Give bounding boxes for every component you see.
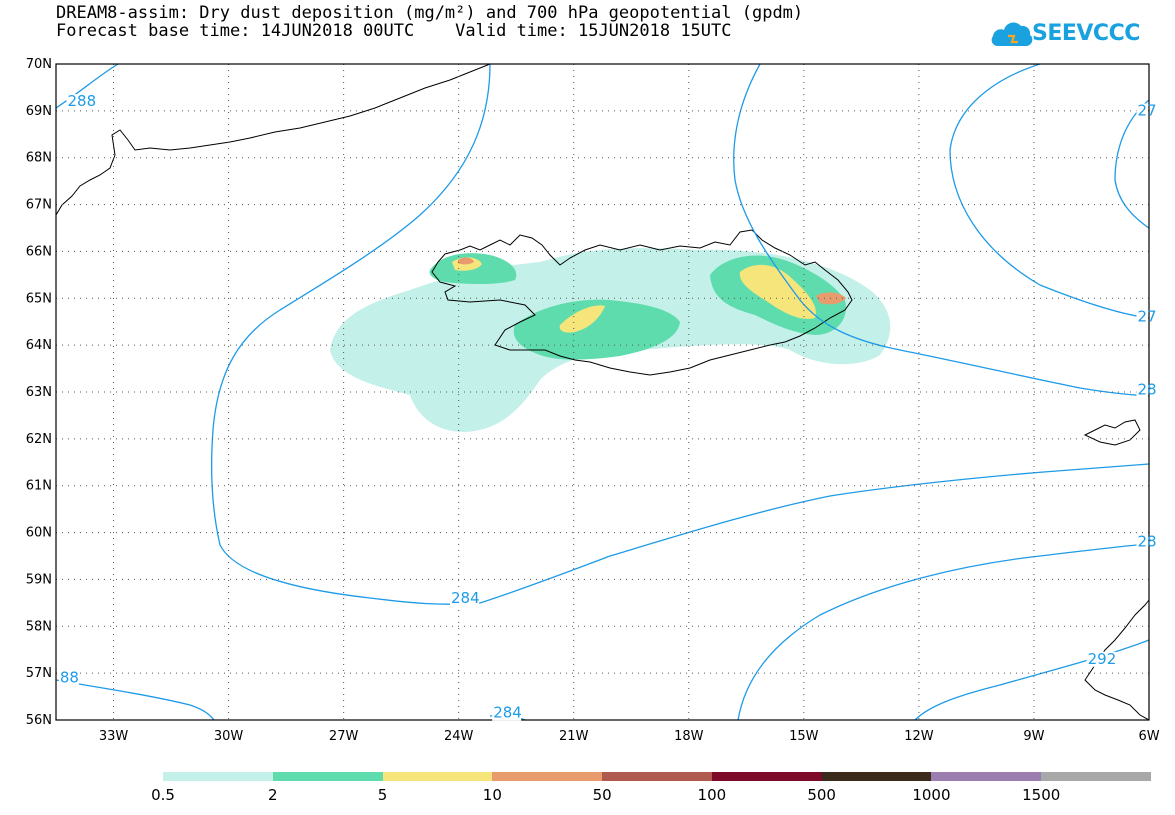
- contour-label-background: [1136, 382, 1148, 398]
- geopotential-contours: [56, 64, 1149, 720]
- color-legend: [163, 772, 1152, 781]
- legend-label: 50: [592, 786, 612, 804]
- contour-288-nw: [56, 64, 119, 109]
- title-line-2: Forecast base time: 14JUN2018 00UTC Vali…: [56, 21, 732, 41]
- contour-label: 27: [1137, 102, 1156, 120]
- legend-swatch: [1041, 772, 1152, 781]
- latitude-label: 62N: [26, 432, 52, 447]
- contour-label-background: [66, 94, 96, 110]
- latitude-label: 63N: [26, 385, 52, 400]
- longitude-label: 30W: [214, 729, 244, 744]
- contour-label: 28: [1137, 533, 1156, 551]
- dust-region-yellow-east: [739, 264, 816, 319]
- longitude-label: 6W: [1138, 729, 1159, 744]
- legend-label: 2: [267, 786, 278, 804]
- map-frame: [55, 63, 1150, 721]
- coastline-iceland: [431, 229, 853, 376]
- latitude-label: 66N: [26, 244, 52, 259]
- coastlines: [56, 64, 1149, 720]
- longitude-label: 15W: [789, 729, 819, 744]
- contour-label: 28: [1137, 380, 1156, 398]
- legend-swatch: [382, 772, 493, 781]
- contour-label-background: [1136, 534, 1148, 550]
- legend-swatch: [931, 772, 1042, 781]
- contour-label-background: [1086, 651, 1116, 667]
- longitude-label: 27W: [329, 729, 359, 744]
- contour-272-east: [1114, 99, 1149, 229]
- latitude-label: 64N: [26, 338, 52, 353]
- latitude-label: 56N: [26, 713, 52, 728]
- latitude-label: 69N: [26, 104, 52, 119]
- dust-region-yellow-west: [559, 305, 605, 333]
- dust-region-orange-nw: [458, 257, 474, 265]
- latitude-labels: 70N 69N 68N 67N 66N 65N 64N 63N 62N 61N 60N 59N 58N 5…: [26, 57, 52, 728]
- contour-label: 292: [1088, 650, 1117, 668]
- latitude-label: 68N: [26, 151, 52, 166]
- legend-label: 1000: [912, 786, 951, 804]
- latitude-label: 70N: [26, 57, 52, 72]
- coastline-greenland: [56, 64, 491, 216]
- legend-swatch: [602, 772, 712, 781]
- coastline-scotland: [1084, 599, 1149, 720]
- contour-284: [211, 64, 1149, 605]
- graticule: [56, 64, 1149, 720]
- contour-288-se: [737, 543, 1149, 720]
- latitude-label: 67N: [26, 198, 52, 213]
- longitude-label: 21W: [559, 729, 589, 744]
- legend-swatch: [821, 772, 932, 781]
- cloud-logo-icon: [991, 22, 1033, 46]
- latitude-label: 57N: [26, 666, 52, 681]
- legend-label: 500: [807, 786, 836, 804]
- dust-deposition-field: [330, 248, 891, 432]
- latitude-label: 61N: [26, 479, 52, 494]
- contour-label: 27: [1137, 308, 1156, 326]
- legend-swatch: [272, 772, 383, 781]
- legend-label: 0.5: [151, 786, 175, 804]
- legend-swatch: [163, 772, 273, 781]
- longitude-label: 9W: [1023, 729, 1044, 744]
- contour-276-east: [949, 64, 1149, 319]
- contour-label: 284: [493, 704, 522, 722]
- longitude-label: 33W: [99, 729, 129, 744]
- map-plot-area: [56, 64, 1149, 720]
- contour-label-background: [450, 590, 480, 606]
- contour-label-background: [1136, 309, 1148, 325]
- longitude-labels: 33W 30W 27W 24W 21W 18W 15W 12W 9W 6W: [99, 729, 1160, 744]
- latitude-label: 58N: [26, 619, 52, 634]
- seevccc-logo: SEEVCCC: [990, 14, 1140, 58]
- latitude-label: 60N: [26, 526, 52, 541]
- legend-swatch: [492, 772, 603, 781]
- legend-label: 5: [377, 786, 388, 804]
- contour-label: 284: [451, 589, 480, 607]
- legend-label: 1500: [1022, 786, 1061, 804]
- legend-label: 100: [697, 786, 727, 804]
- contour-280-east: [733, 64, 1149, 397]
- contour-label-background: [492, 705, 522, 721]
- contour-label-background: [58, 670, 79, 686]
- latitude-label: 65N: [26, 291, 52, 306]
- legend-swatch: [711, 772, 822, 781]
- contour-label: 288: [68, 92, 97, 110]
- contour-label: 88: [60, 669, 79, 687]
- contour-288-south: [56, 679, 215, 720]
- longitude-label: 24W: [444, 729, 474, 744]
- contour-value-labels: 288 284 284 88 28 28 27 27 292: [58, 92, 1157, 722]
- logo-text: SEEVCCC: [1032, 21, 1140, 46]
- title-line-1: DREAM8-assim: Dry dust deposition (mg/m²…: [56, 3, 804, 23]
- longitude-label: 18W: [674, 729, 704, 744]
- longitude-label: 12W: [904, 729, 934, 744]
- contour-label-background: [1136, 103, 1148, 119]
- legend-label: 10: [482, 786, 502, 804]
- coastline-faroe: [1083, 419, 1141, 446]
- latitude-label: 59N: [26, 572, 52, 587]
